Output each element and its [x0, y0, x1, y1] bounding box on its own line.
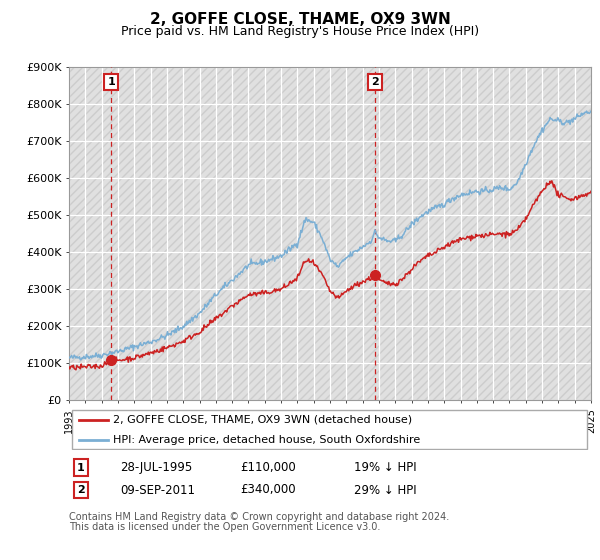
- Text: Contains HM Land Registry data © Crown copyright and database right 2024.: Contains HM Land Registry data © Crown c…: [69, 512, 449, 522]
- FancyBboxPatch shape: [71, 410, 587, 449]
- Text: This data is licensed under the Open Government Licence v3.0.: This data is licensed under the Open Gov…: [69, 522, 380, 532]
- Text: 1: 1: [107, 77, 115, 87]
- Text: 1: 1: [77, 463, 85, 473]
- Text: HPI: Average price, detached house, South Oxfordshire: HPI: Average price, detached house, Sout…: [113, 435, 421, 445]
- Text: 19% ↓ HPI: 19% ↓ HPI: [354, 461, 416, 474]
- Text: 28-JUL-1995: 28-JUL-1995: [120, 461, 192, 474]
- Text: £110,000: £110,000: [240, 461, 296, 474]
- Text: 2: 2: [371, 77, 379, 87]
- Text: 2, GOFFE CLOSE, THAME, OX9 3WN: 2, GOFFE CLOSE, THAME, OX9 3WN: [149, 12, 451, 27]
- Text: 2: 2: [77, 485, 85, 495]
- Text: Price paid vs. HM Land Registry's House Price Index (HPI): Price paid vs. HM Land Registry's House …: [121, 25, 479, 38]
- Text: 29% ↓ HPI: 29% ↓ HPI: [354, 483, 416, 497]
- Text: £340,000: £340,000: [240, 483, 296, 497]
- Text: 09-SEP-2011: 09-SEP-2011: [120, 483, 195, 497]
- Text: 2, GOFFE CLOSE, THAME, OX9 3WN (detached house): 2, GOFFE CLOSE, THAME, OX9 3WN (detached…: [113, 415, 412, 425]
